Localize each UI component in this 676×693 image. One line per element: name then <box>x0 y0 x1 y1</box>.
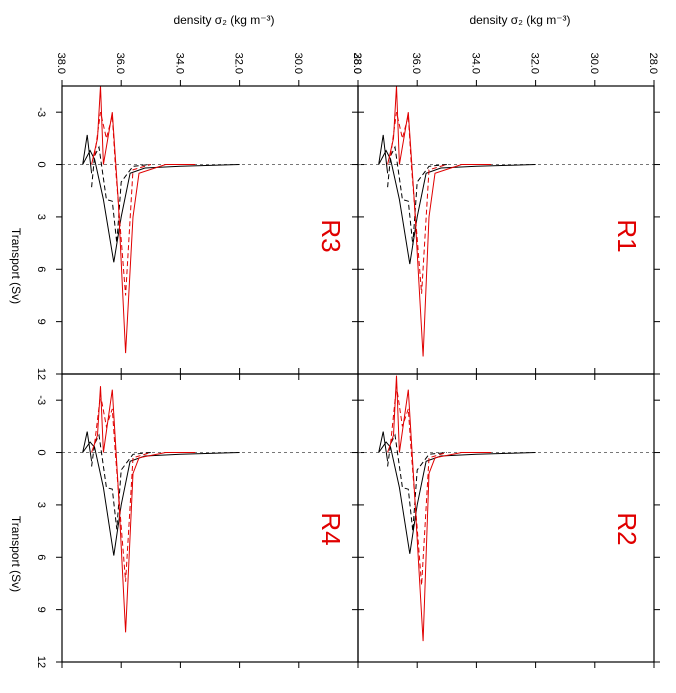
series-line <box>91 145 151 244</box>
panel-frame <box>357 373 655 663</box>
panel-label: R1 <box>612 219 642 252</box>
x-tick-label: 28.0 <box>351 53 363 74</box>
panel-label: R2 <box>612 512 642 545</box>
y-tick-label: 0 <box>35 161 47 167</box>
series-line <box>390 386 447 586</box>
x-tick-label: 38.0 <box>351 53 363 74</box>
series-line <box>387 433 447 532</box>
x-tick-label: 36.0 <box>114 53 126 74</box>
x-tick-label: 32.0 <box>529 53 541 74</box>
y-tick-label: 9 <box>35 319 47 325</box>
y-tick-label: 0 <box>35 449 47 455</box>
series-line <box>82 134 240 263</box>
panel-frame <box>357 85 655 375</box>
y-tick-label: 3 <box>35 502 47 508</box>
x-tick-label: 28.0 <box>647 53 659 74</box>
x-tick-label: 38.0 <box>55 53 67 74</box>
y-tick-label: 9 <box>35 607 47 613</box>
series-line <box>94 394 151 582</box>
series-line <box>378 431 536 554</box>
y-tick-label: 6 <box>35 266 47 272</box>
y-axis-title: Transport (Sv) <box>9 516 23 592</box>
y-tick-label: -3 <box>35 395 47 405</box>
panel-label: R4 <box>316 512 346 545</box>
x-axis-title: density σ₂ (kg m⁻³) <box>173 13 274 27</box>
x-axis-title: density σ₂ (kg m⁻³) <box>469 13 570 27</box>
panel-frame <box>61 85 359 375</box>
x-tick-label: 32.0 <box>233 53 245 74</box>
x-tick-label: 36.0 <box>410 53 422 74</box>
x-tick-label: 30.0 <box>292 53 304 74</box>
series-line <box>387 145 447 245</box>
x-tick-label: 34.0 <box>173 53 185 74</box>
panel-label: R3 <box>316 219 346 252</box>
y-tick-label: -3 <box>35 107 47 117</box>
y-tick-label: 12 <box>35 656 47 668</box>
panel-frame <box>61 373 359 663</box>
series-line <box>82 431 240 556</box>
x-tick-label: 30.0 <box>588 53 600 74</box>
series-line <box>390 112 447 294</box>
y-axis-title: Transport (Sv) <box>9 228 23 304</box>
x-tick-label: 34.0 <box>469 53 481 74</box>
y-tick-label: 3 <box>35 214 47 220</box>
series-line <box>94 112 151 296</box>
y-tick-label: 6 <box>35 554 47 560</box>
series-line <box>91 433 151 530</box>
series-line <box>378 134 536 265</box>
y-tick-label: 12 <box>35 368 47 380</box>
